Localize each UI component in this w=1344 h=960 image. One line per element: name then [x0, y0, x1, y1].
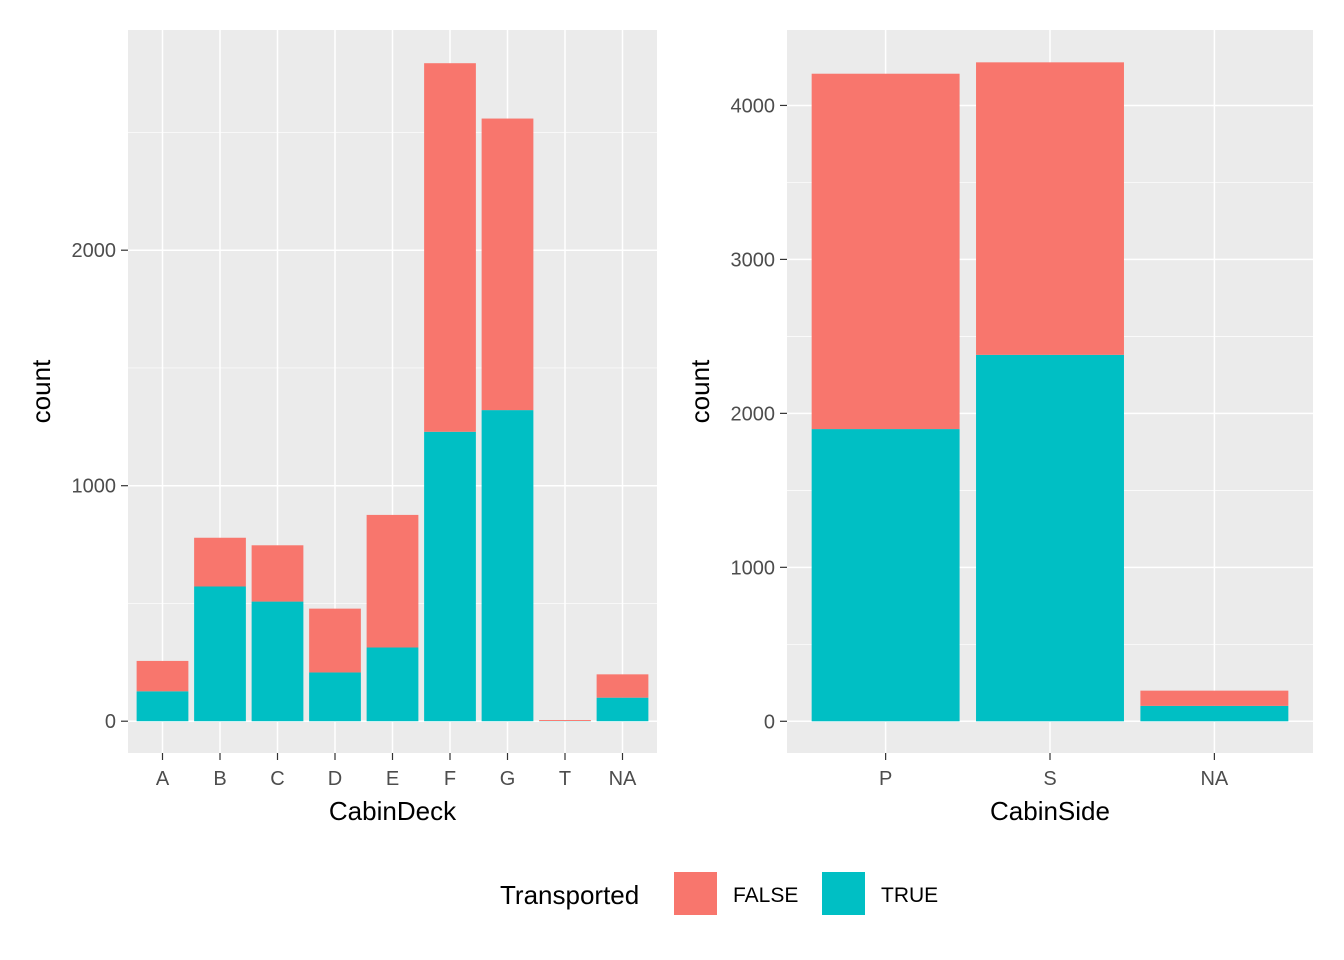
x-axis-title: CabinDeck — [329, 796, 457, 826]
bar-a-true — [136, 691, 189, 722]
bar-f-false — [424, 63, 476, 432]
bar-d-false — [309, 608, 361, 673]
bar-p-true — [811, 429, 960, 722]
y-tick-label: 2000 — [731, 403, 776, 425]
y-axis-title: count — [26, 359, 56, 423]
bar-c-false — [251, 545, 304, 602]
bar-g-true — [481, 410, 534, 722]
bar-na-false — [1140, 690, 1289, 706]
x-axis-title: CabinSide — [990, 796, 1110, 826]
legend-key-true — [822, 872, 865, 915]
bar-c-true — [251, 601, 304, 722]
bar-na-true — [1140, 705, 1289, 722]
x-tick-label: NA — [1200, 768, 1228, 790]
x-tick-label: C — [270, 768, 284, 790]
bar-e-false — [366, 514, 419, 648]
legend: Transported FALSE TRUE — [500, 872, 938, 915]
y-axis-title: count — [685, 359, 715, 423]
cabin-side-chart: 0 1000 2000 3000 4000 P S NA CabinSide count — [685, 30, 1313, 826]
y-tick-label: 2000 — [72, 240, 117, 262]
y-tick-label: 1000 — [72, 476, 117, 498]
x-tick-label: P — [879, 768, 892, 790]
bar-s-true — [976, 354, 1124, 722]
x-tick-label: A — [156, 768, 170, 790]
bar-g-false — [481, 118, 534, 411]
bar-b-true — [194, 586, 246, 722]
bar-na-false — [596, 674, 649, 698]
bar-e-true — [366, 647, 419, 722]
bar-p-false — [811, 73, 960, 430]
x-tick-label: B — [213, 768, 226, 790]
legend-label-false: FALSE — [733, 884, 798, 907]
x-tick-label: S — [1043, 768, 1056, 790]
x-tick-label: E — [386, 768, 399, 790]
bar-b-false — [194, 537, 246, 587]
cabin-deck-chart: 0 1000 2000 A B C D E F G T NA CabinDeck count — [26, 30, 657, 826]
x-tick-label: D — [328, 768, 342, 790]
y-tick-label: 0 — [764, 711, 775, 733]
y-tick-label: 4000 — [731, 95, 776, 117]
y-tick-label: 1000 — [731, 557, 776, 579]
legend-label-true: TRUE — [881, 884, 938, 907]
x-tick-label: F — [444, 768, 456, 790]
legend-title: Transported — [500, 880, 639, 910]
bar-t-false — [539, 720, 591, 721]
legend-key-false — [674, 872, 717, 915]
bar-s-false — [976, 62, 1124, 355]
x-tick-label: T — [559, 768, 571, 790]
x-tick-label: G — [500, 768, 516, 790]
bar-na-true — [596, 697, 649, 722]
bar-a-false — [136, 660, 189, 692]
bar-f-true — [424, 431, 476, 722]
y-tick-label: 0 — [105, 711, 116, 733]
bar-d-true — [309, 672, 361, 722]
y-tick-label: 3000 — [731, 249, 776, 271]
x-tick-label: NA — [609, 768, 637, 790]
